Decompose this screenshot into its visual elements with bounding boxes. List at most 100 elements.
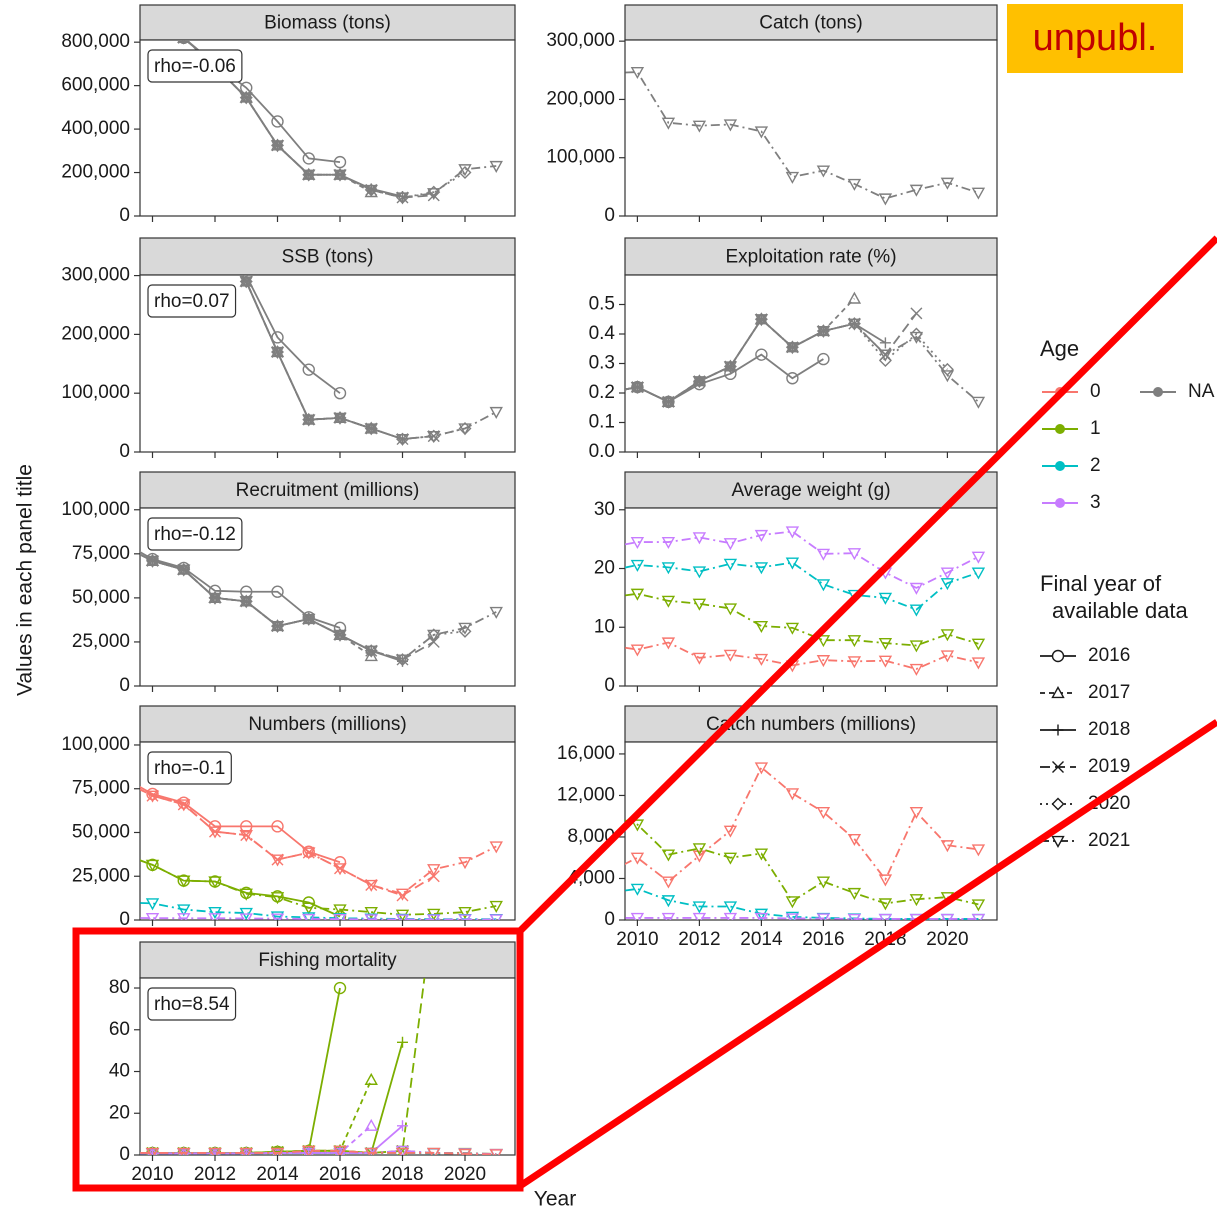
y-tick-label: 0	[119, 675, 130, 696]
series-line	[244, 275, 341, 394]
y-tick-label: 300,000	[546, 30, 615, 51]
data-point	[661, 396, 676, 409]
data-point	[239, 1147, 253, 1155]
panel-title: Biomass (tons)	[264, 13, 391, 34]
data-point	[396, 653, 409, 666]
data-point	[878, 354, 892, 368]
data-point	[145, 912, 160, 920]
data-point	[395, 192, 410, 205]
legend-label: 2	[1090, 455, 1101, 476]
data-point	[692, 912, 707, 920]
data-point	[146, 554, 159, 567]
annotation-box	[147, 987, 237, 1021]
data-point	[816, 635, 831, 648]
data-point	[177, 564, 191, 577]
panel-title: Catch numbers (millions)	[706, 714, 916, 735]
y-tick-label: 50,000	[72, 822, 130, 843]
x-tick-label: 2020	[926, 929, 968, 950]
y-tick-label: 80	[109, 977, 130, 998]
data-point	[333, 169, 347, 182]
data-point	[601, 69, 612, 79]
y-tick-label: 200,000	[546, 88, 615, 109]
data-point	[723, 901, 738, 914]
data-point	[785, 526, 800, 539]
data-point	[489, 1149, 503, 1155]
data-point	[302, 414, 316, 427]
data-point	[754, 653, 769, 666]
data-point	[364, 423, 378, 436]
data-point	[427, 914, 441, 920]
data-point	[817, 352, 830, 366]
y-tick-label: 0	[119, 909, 130, 930]
data-point	[270, 140, 285, 153]
y-tick-label: 20	[594, 558, 615, 579]
y-tick-label: 400,000	[61, 118, 130, 139]
data-point	[940, 578, 955, 591]
data-point	[630, 382, 645, 395]
data-point	[458, 622, 472, 635]
panel-title: Catch (tons)	[759, 13, 862, 34]
data-point	[210, 223, 221, 234]
data-point	[208, 876, 222, 889]
y-tick-label: 100,000	[546, 147, 615, 168]
y-tick-label: 200,000	[61, 323, 130, 344]
data-point	[489, 841, 503, 854]
data-point	[146, 789, 159, 802]
data-point	[847, 833, 862, 846]
data-point	[661, 595, 676, 608]
data-point	[909, 582, 924, 595]
data-point	[458, 914, 472, 920]
data-point	[755, 348, 768, 361]
data-point	[116, 182, 127, 192]
data-point	[116, 183, 127, 193]
data-point	[333, 386, 347, 400]
data-point	[458, 164, 472, 177]
data-point	[692, 901, 707, 914]
data-point	[270, 892, 285, 905]
data-point	[271, 115, 284, 128]
callout-line	[517, 235, 1217, 934]
data-point	[177, 798, 190, 811]
strip	[139, 4, 516, 41]
x-tick-label: 2014	[740, 929, 783, 950]
data-point	[240, 275, 253, 288]
data-point	[971, 396, 986, 409]
x-tick-label: 2020	[444, 1164, 486, 1185]
data-point	[692, 598, 707, 611]
y-tick-label: 0.4	[589, 323, 616, 344]
data-point	[816, 579, 831, 592]
data-point	[878, 874, 893, 887]
data-point	[270, 913, 285, 920]
series-group	[601, 526, 986, 676]
series-line	[625, 641, 979, 670]
data-point	[754, 562, 769, 575]
annotation-box	[147, 284, 237, 318]
stamp: unpubl.	[1033, 17, 1158, 59]
data-point	[116, 182, 127, 193]
data-point	[661, 117, 676, 130]
data-point	[489, 914, 503, 920]
data-point	[723, 603, 738, 616]
series-line	[625, 887, 979, 920]
legend-title: available data	[1052, 598, 1189, 623]
data-point	[270, 1147, 285, 1155]
data-point	[458, 166, 472, 180]
data-point	[601, 889, 612, 899]
data-point	[397, 1120, 408, 1132]
data-point	[601, 640, 612, 650]
data-point	[601, 593, 612, 603]
y-tick-label: 12,000	[557, 784, 615, 805]
data-point	[816, 806, 831, 819]
data-point	[177, 1147, 191, 1155]
data-point	[210, 223, 221, 234]
series-line	[625, 530, 979, 589]
data-point	[630, 588, 645, 601]
data-point	[971, 638, 986, 651]
data-point	[754, 762, 769, 775]
data-point	[145, 859, 160, 872]
legend-label: 2019	[1088, 756, 1130, 777]
data-point	[427, 431, 441, 444]
x-tick-label: 2014	[256, 1164, 299, 1185]
data-point	[333, 981, 347, 995]
series-line	[140, 1149, 497, 1155]
